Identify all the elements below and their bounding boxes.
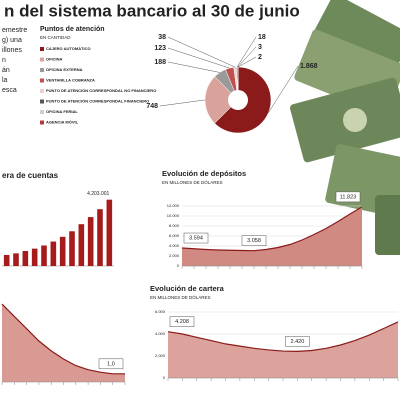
legend-label: AGENCIA MÓVIL <box>46 120 79 125</box>
chart-title: Puntos de atención <box>40 26 105 33</box>
line <box>167 321 399 352</box>
pie-value-label: 123 <box>154 45 166 52</box>
chart-title: era de cuentas <box>2 171 59 180</box>
bar <box>87 217 94 266</box>
legend-swatch <box>40 89 44 93</box>
legend-label: PUNTO DE ATENCIÓN CORRESPONDAL NO FINANC… <box>46 88 156 93</box>
y-tick-label: 10.000 <box>167 213 180 218</box>
value-label: 1,0 <box>107 361 115 367</box>
leader-line <box>237 56 257 68</box>
leader-line <box>159 99 206 107</box>
bar <box>78 224 85 266</box>
intro-text: la <box>2 77 8 84</box>
leader-line <box>237 46 257 68</box>
bar <box>22 251 29 266</box>
y-tick-label: 0 <box>177 263 180 268</box>
intro-text: g) una <box>2 37 22 44</box>
bar <box>106 199 113 266</box>
chart-title: Evolución de depósitos <box>162 169 246 178</box>
bar <box>31 248 38 266</box>
legend-swatch <box>40 57 44 62</box>
area <box>168 321 398 378</box>
area <box>182 206 362 266</box>
value-label-box <box>285 336 310 347</box>
bar <box>13 253 19 266</box>
bar <box>69 231 75 266</box>
y-tick-label: 8.000 <box>169 223 180 228</box>
leader-line <box>236 36 257 68</box>
y-tick-label: 2.000 <box>155 353 166 358</box>
y-tick-label: 2.000 <box>169 253 180 258</box>
legend-label: OFICINA FERIAL <box>46 109 78 114</box>
intro-text: illones <box>2 47 22 54</box>
bar <box>97 209 103 266</box>
leader-line <box>167 36 236 68</box>
donut-hole <box>228 90 248 110</box>
intro-text: esca <box>2 87 17 94</box>
area <box>2 304 125 382</box>
value-label: 3.058 <box>247 238 261 244</box>
pie-slice <box>204 76 239 124</box>
value-label-box <box>98 358 124 370</box>
chart-subtitle: EN MILLONES DE DÓLARES <box>162 179 223 185</box>
legend-label: CAJERO AUTOMÁTICO <box>46 46 91 51</box>
pie-value-label: 18 <box>258 34 266 41</box>
value-label-box <box>335 191 361 203</box>
y-tick-label: 6.000 <box>169 233 180 238</box>
value-label: 3.594 <box>189 235 203 241</box>
intro-text: n <box>2 57 6 64</box>
value-label-box <box>183 232 209 244</box>
legend-label: OFICINA EXTERNA <box>46 67 83 72</box>
bar <box>59 236 66 266</box>
value-label: 4.203.001 <box>87 191 109 197</box>
line <box>1 303 125 375</box>
intro-text: án <box>2 67 10 74</box>
money-illustration <box>290 0 400 255</box>
y-tick-label: 4.000 <box>169 243 180 248</box>
pie-value-label: 188 <box>154 59 166 66</box>
pie-value-label: 2 <box>258 54 262 61</box>
bar <box>41 245 47 266</box>
legend-label: OFICINA <box>46 57 63 62</box>
legend-label: PUNTO DE ATENCIÓN CORRESPONDAL FINANCIER… <box>46 99 149 104</box>
value-label: 2.420 <box>290 339 304 345</box>
bar <box>3 254 10 266</box>
legend-swatch <box>40 78 44 83</box>
y-tick-label: 4.000 <box>155 331 166 336</box>
bar <box>50 241 57 266</box>
legend-swatch <box>40 99 44 104</box>
value-label-box <box>241 235 267 246</box>
y-tick-label: 12.000 <box>167 203 180 208</box>
chart-subtitle: EN CANTIDAD <box>40 35 71 40</box>
chart-title: Evolución de cartera <box>150 284 225 293</box>
legend-swatch <box>40 120 44 125</box>
page-title: n del sistema bancario al 30 de junio <box>4 1 300 20</box>
line <box>181 206 363 252</box>
pie-value-label: 1.868 <box>300 63 318 70</box>
value-label: 11.823 <box>340 194 356 200</box>
legend-swatch <box>40 68 44 72</box>
legend-swatch <box>40 47 44 51</box>
value-label-box <box>169 316 195 327</box>
y-tick-label: 0 <box>163 375 166 380</box>
leader-line <box>167 61 220 73</box>
leader-line <box>167 47 230 69</box>
legend-swatch <box>40 110 44 114</box>
y-tick-label: 6.000 <box>155 309 166 314</box>
pie-value-label: 38 <box>158 34 166 41</box>
intro-text: emestre <box>2 27 27 34</box>
legend-label: VENTANILLA COBRANZA <box>46 78 95 83</box>
value-label: 4.208 <box>175 319 189 325</box>
pie-value-label: 748 <box>146 103 158 110</box>
leader-line <box>268 65 299 113</box>
pie-value-label: 3 <box>258 44 262 51</box>
chart-subtitle: EN MILLONES DE DÓLARES <box>150 294 211 300</box>
